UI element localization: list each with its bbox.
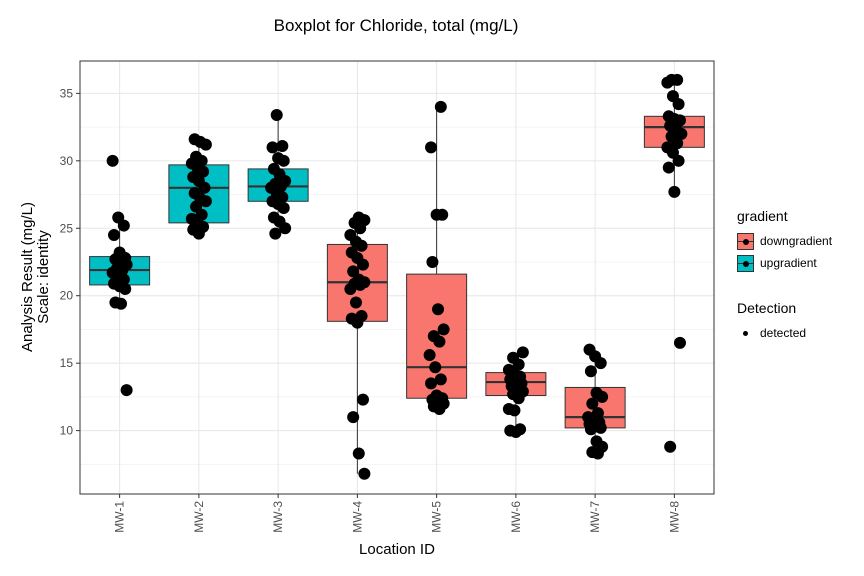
plot-border xyxy=(79,60,715,495)
data-point xyxy=(672,98,685,111)
y-axis-label-line-2: Scale: identity xyxy=(35,230,52,324)
x-axis-label: Location ID xyxy=(359,541,435,558)
data-point xyxy=(437,323,450,336)
data-point xyxy=(352,447,365,460)
x-tick-label: MW-3 xyxy=(271,501,285,533)
data-point xyxy=(434,100,447,113)
y-tick-label: 35 xyxy=(60,86,74,100)
data-point xyxy=(423,349,436,362)
legend-key-detected xyxy=(737,325,754,342)
data-point xyxy=(675,127,688,140)
data-point xyxy=(586,397,599,410)
legend: gradient downgradient upgradient Detecti… xyxy=(737,208,832,344)
data-point xyxy=(199,195,212,208)
y-tick-label: 10 xyxy=(60,424,74,438)
data-point xyxy=(432,303,445,316)
legend-label-downgradient: downgradient xyxy=(760,234,833,248)
x-tick-label: MW-7 xyxy=(588,501,602,533)
legend-detection-title: Detection xyxy=(737,300,797,316)
x-tick-label: MW-4 xyxy=(350,501,364,533)
data-point xyxy=(584,365,597,378)
legend-item-detected: detected xyxy=(737,322,832,344)
legend-gradient-title: gradient xyxy=(737,208,788,224)
data-point xyxy=(594,421,607,434)
data-point xyxy=(584,423,597,436)
data-point xyxy=(106,154,119,167)
y-tick-label: 25 xyxy=(60,221,74,235)
data-point xyxy=(512,358,525,371)
data-point xyxy=(594,357,607,370)
data-point xyxy=(662,161,675,174)
data-point xyxy=(276,139,289,152)
data-point xyxy=(269,227,282,240)
y-tick-label: 15 xyxy=(60,356,74,370)
y-axis-label-line-1: Analysis Result (mg/L) xyxy=(19,201,36,353)
data-point xyxy=(436,208,449,221)
x-tick-label: MW-2 xyxy=(192,501,206,533)
data-point xyxy=(433,403,446,416)
legend-label-upgradient: upgradient xyxy=(760,256,817,270)
legend-item-upgradient: upgradient xyxy=(737,252,832,274)
data-point xyxy=(358,467,371,480)
data-point xyxy=(671,137,684,150)
data-point xyxy=(351,316,364,329)
data-point xyxy=(354,222,367,235)
data-point xyxy=(668,185,681,198)
chart-title: Boxplot for Chloride, total (mg/L) xyxy=(273,16,519,35)
data-point xyxy=(266,141,279,154)
data-point xyxy=(347,411,360,424)
data-point xyxy=(270,108,283,121)
data-point xyxy=(198,181,211,194)
data-point xyxy=(425,141,438,154)
legend-key-upgradient xyxy=(737,254,754,272)
x-tick-label: MW-5 xyxy=(430,501,444,533)
data-point xyxy=(591,447,604,460)
data-point xyxy=(108,229,121,242)
data-point xyxy=(434,373,447,386)
data-point xyxy=(344,282,357,295)
data-point xyxy=(596,390,609,403)
data-point xyxy=(512,392,525,405)
x-tick-label: MW-6 xyxy=(509,501,523,533)
data-point xyxy=(425,377,438,390)
data-point xyxy=(508,404,521,417)
data-point xyxy=(115,297,128,310)
data-point xyxy=(192,227,205,240)
data-point xyxy=(661,76,674,89)
data-point xyxy=(119,282,132,295)
data-point xyxy=(516,346,529,359)
data-point xyxy=(354,278,367,291)
data-point xyxy=(664,440,677,453)
data-point xyxy=(433,335,446,348)
data-point xyxy=(426,255,439,268)
data-point xyxy=(277,154,290,167)
data-point xyxy=(671,73,684,86)
data-point xyxy=(356,393,369,406)
y-tick-label: 30 xyxy=(60,154,74,168)
data-point xyxy=(120,384,133,397)
data-point xyxy=(429,361,442,374)
data-point xyxy=(199,138,212,151)
data-point xyxy=(277,202,290,215)
data-point xyxy=(197,165,210,178)
data-point xyxy=(355,239,368,252)
data-point xyxy=(279,222,292,235)
plot-panel xyxy=(80,61,714,494)
data-point xyxy=(117,219,130,232)
data-point xyxy=(349,296,362,309)
x-tick-label: MW-1 xyxy=(113,501,127,533)
data-point xyxy=(356,258,369,271)
y-tick-label: 20 xyxy=(60,289,74,303)
data-point xyxy=(509,425,522,438)
x-tick-label: MW-8 xyxy=(667,501,681,533)
data-point xyxy=(672,154,685,167)
y-axis-label: Analysis Result (mg/L) Scale: identity xyxy=(19,201,52,353)
legend-item-downgradient: downgradient xyxy=(737,230,832,252)
legend-label-detected: detected xyxy=(760,326,807,340)
data-point xyxy=(673,336,686,349)
legend-key-downgradient xyxy=(737,232,754,250)
